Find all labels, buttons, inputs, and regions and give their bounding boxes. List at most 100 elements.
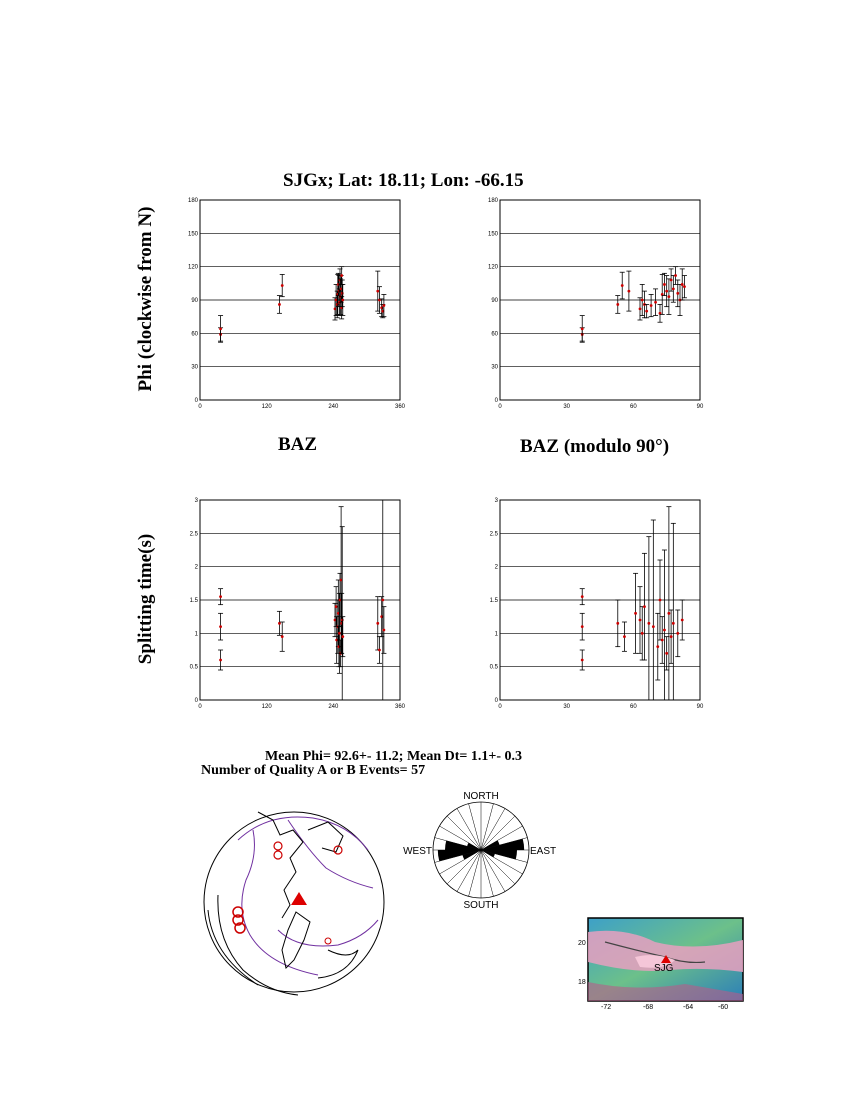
data-point bbox=[280, 635, 284, 639]
rose-sector bbox=[481, 850, 517, 860]
data-point bbox=[335, 638, 339, 642]
y-tick-label: 2.5 bbox=[490, 531, 499, 537]
data-point bbox=[616, 621, 620, 625]
plot-frame bbox=[199, 499, 401, 701]
data-point bbox=[219, 658, 222, 662]
data-point bbox=[680, 283, 684, 286]
y-tick-label: 180 bbox=[488, 198, 499, 204]
data-point bbox=[616, 303, 620, 306]
data-point bbox=[278, 621, 281, 625]
data-point bbox=[334, 298, 338, 302]
y-tick-label: 2.5 bbox=[190, 531, 199, 537]
data-point bbox=[580, 327, 584, 331]
data-point bbox=[219, 595, 222, 599]
y-tick-label: 120 bbox=[488, 265, 499, 271]
data-point bbox=[333, 307, 337, 311]
data-point bbox=[219, 625, 222, 629]
y-tick-label: 0 bbox=[495, 398, 499, 404]
event-markers bbox=[232, 841, 343, 945]
x-tick-label: 120 bbox=[262, 704, 273, 710]
data-point bbox=[334, 605, 338, 609]
data-point bbox=[669, 635, 673, 639]
y-tick-label: 1 bbox=[495, 631, 499, 637]
data-point bbox=[623, 635, 626, 639]
data-point bbox=[683, 285, 686, 289]
data-point bbox=[660, 638, 664, 642]
data-point bbox=[638, 307, 642, 311]
y-tick-label: 0 bbox=[195, 398, 199, 404]
lon-tick: -72 bbox=[601, 1004, 611, 1011]
data-point bbox=[638, 618, 642, 622]
x-tick-label: 360 bbox=[395, 704, 406, 710]
data-point bbox=[645, 309, 649, 313]
data-point bbox=[340, 306, 344, 310]
lon-tick: -68 bbox=[643, 1004, 653, 1011]
y-tick-label: 90 bbox=[491, 298, 498, 304]
y-tick-label: 0 bbox=[495, 698, 499, 704]
mean-stats: Mean Phi= 92.6+- 11.2; Mean Dt= 1.1+- 0.… bbox=[265, 749, 523, 764]
lon-tick: -60 bbox=[718, 1004, 728, 1011]
plot-frame bbox=[199, 199, 401, 401]
data-point bbox=[640, 631, 644, 635]
x-tick-label: 90 bbox=[697, 704, 704, 710]
y-tick-label: 30 bbox=[191, 365, 198, 371]
y-tick-label: 2 bbox=[195, 565, 199, 571]
data-point bbox=[663, 283, 666, 286]
inset-map: SJG 20 18 -72 -68 -64 -60 bbox=[578, 917, 744, 1011]
data-point bbox=[654, 300, 657, 304]
rose-east-label: EAST bbox=[530, 846, 556, 857]
data-point bbox=[663, 628, 666, 632]
rose-south-label: SOUTH bbox=[464, 900, 499, 911]
data-point bbox=[376, 621, 380, 625]
station-label: SJG bbox=[654, 963, 674, 974]
data-point bbox=[674, 274, 677, 277]
data-point bbox=[337, 645, 341, 649]
data-point bbox=[580, 658, 584, 662]
data-point bbox=[667, 611, 671, 615]
x-tick-label: 60 bbox=[630, 404, 637, 410]
x-tick-label: 360 bbox=[395, 404, 406, 410]
data-point bbox=[382, 628, 386, 632]
phi-rose-diagram: NORTH SOUTH WEST EAST bbox=[403, 791, 556, 911]
data-point bbox=[278, 303, 281, 306]
rose-sector bbox=[481, 838, 525, 850]
x-tick-label: 120 bbox=[262, 404, 273, 410]
data-point bbox=[665, 289, 669, 293]
data-point bbox=[378, 298, 381, 302]
x-tick-label: 0 bbox=[498, 704, 502, 710]
data-point bbox=[580, 595, 584, 599]
station-marker bbox=[291, 892, 307, 905]
y-tick-label: 2 bbox=[495, 565, 499, 571]
data-point bbox=[634, 611, 637, 615]
data-point bbox=[339, 578, 343, 582]
phi-baz-chart: 0 30 60 90 120 150 180 0 120 240 360 bbox=[188, 198, 406, 410]
data-point bbox=[647, 621, 651, 625]
lat-tick: 20 bbox=[578, 940, 586, 947]
x-tick-label: 0 bbox=[198, 404, 202, 410]
data-point bbox=[643, 605, 646, 609]
data-point bbox=[671, 621, 675, 625]
plot-frame bbox=[499, 499, 701, 701]
y-tick-label: 120 bbox=[188, 265, 199, 271]
lat-tick: 18 bbox=[578, 979, 586, 986]
x-tick-label: 90 bbox=[697, 404, 704, 410]
data-point bbox=[669, 278, 673, 282]
baz-axis-label: BAZ bbox=[278, 434, 318, 455]
data-point bbox=[280, 284, 284, 287]
data-point bbox=[658, 311, 662, 315]
y-tick-label: 0.5 bbox=[490, 665, 499, 671]
data-point bbox=[382, 304, 386, 307]
page-title: SJGx; Lat: 18.11; Lon: -66.15 bbox=[283, 170, 524, 191]
y-tick-label: 1.5 bbox=[490, 598, 499, 604]
y-tick-label: 90 bbox=[191, 298, 198, 304]
data-point bbox=[580, 625, 584, 629]
rose-sector bbox=[481, 840, 500, 850]
phi-baz-mod-chart: 0 30 60 90 120 150 180 0 30 60 90 bbox=[488, 198, 704, 410]
dt-axis-label: Splitting time(s) bbox=[135, 533, 156, 665]
data-point bbox=[676, 631, 680, 635]
y-tick-label: 180 bbox=[188, 198, 199, 204]
lon-tick: -64 bbox=[683, 1004, 693, 1011]
data-point bbox=[651, 625, 655, 629]
y-tick-label: 1.5 bbox=[190, 598, 199, 604]
y-tick-label: 30 bbox=[491, 365, 498, 371]
